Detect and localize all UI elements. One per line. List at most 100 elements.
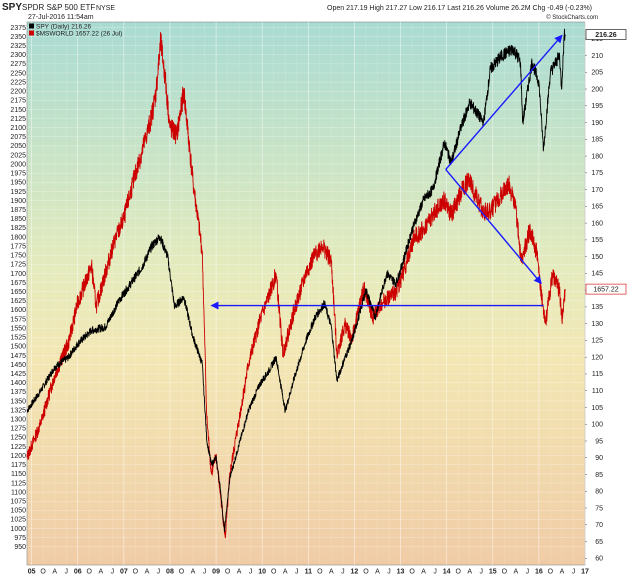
security-name: SPDR S&P 500 ETF [22, 3, 95, 12]
x-tick-label: J [479, 569, 483, 576]
x-tick-label: O [409, 569, 415, 576]
x-tick-label: J [433, 569, 437, 576]
left-tick-label: 1650 [10, 289, 26, 296]
x-tick-label: J [203, 569, 207, 576]
msworld-last-text: 1657.22 [593, 287, 618, 294]
left-tick-label: 1875 [10, 207, 26, 214]
x-tick-label: A [560, 569, 565, 576]
trend-arrow-2 [445, 34, 563, 170]
last-price-badge: 216.26 [585, 29, 627, 40]
x-tick-label: J [111, 569, 115, 576]
x-tick-label: 10 [258, 569, 266, 576]
plot-background [26, 21, 586, 566]
right-tick-label: 205 [591, 70, 603, 77]
legend-spy: SPY (Daily) 216.26 [36, 24, 92, 31]
x-tick-label: A [467, 569, 472, 576]
x-tick-label: O [87, 569, 93, 576]
left-tick-label: 2275 [10, 61, 26, 68]
right-tick-label: 85 [595, 472, 603, 479]
left-tick-label: 1700 [10, 271, 26, 278]
left-tick-label: 2100 [10, 125, 26, 132]
right-tick-label: 120 [591, 354, 603, 361]
left-tick-label: 1900 [10, 198, 26, 205]
trend-arrow-3 [445, 169, 542, 285]
x-tick-label: J [341, 569, 345, 576]
left-tick-label: 1950 [10, 180, 26, 187]
left-tick-label: 2225 [10, 79, 26, 86]
right-tick-label: 155 [591, 237, 603, 244]
x-tick-label: J [295, 569, 299, 576]
x-tick-label: O [317, 569, 323, 576]
left-tick-label: 2300 [10, 52, 26, 59]
left-tick-label: 1025 [10, 517, 26, 524]
x-axis: 05 O A J 06 O A J 07 O A J 08 O A J 09 O A J 10 O A J 11 O A J 12 O A J… [28, 569, 589, 576]
right-tick-label: 125 [591, 338, 603, 345]
x-tick-label: J [526, 569, 530, 576]
left-tick-label: 1275 [10, 426, 26, 433]
left-tick-label: 2000 [10, 161, 26, 168]
left-tick-label: 1625 [10, 298, 26, 305]
right-tick-label: 100 [591, 422, 603, 429]
stockcharts-watermark: © StockCharts.com [546, 14, 598, 21]
left-tick-label: 2250 [10, 70, 26, 77]
left-tick-label: 1075 [10, 499, 26, 506]
right-tick-label: 130 [591, 321, 603, 328]
legend-swatch-msworld [29, 30, 34, 36]
x-tick-label: 17 [581, 569, 589, 576]
x-tick-label: O [179, 569, 185, 576]
left-tick-label: 2025 [10, 152, 26, 159]
left-tick-label: 1775 [10, 243, 26, 250]
left-tick-label: 1425 [10, 371, 26, 378]
right-tick-label: 145 [591, 271, 603, 278]
x-tick-label: J [249, 569, 253, 576]
quote-summary: Open 217.19 High 217.27 Low 216.17 Last … [327, 5, 592, 12]
symbol-label: SPY [2, 2, 22, 13]
left-tick-label: 1475 [10, 353, 26, 360]
left-tick-label: 1350 [10, 398, 26, 405]
right-tick-label: 195 [591, 103, 603, 110]
x-tick-label: A [329, 569, 334, 576]
left-tick-label: 1750 [10, 253, 26, 260]
left-tick-label: 1675 [10, 280, 26, 287]
x-tick-label: J [572, 569, 576, 576]
x-tick-label: 16 [535, 569, 543, 576]
x-tick-label: 13 [397, 569, 405, 576]
left-tick-label: 2050 [10, 143, 26, 150]
left-tick-label: 1450 [10, 362, 26, 369]
x-tick-label: 07 [120, 569, 128, 576]
x-tick-label: O [363, 569, 369, 576]
x-tick-label: 14 [443, 569, 451, 576]
left-tick-label: 2075 [10, 134, 26, 141]
left-tick-label: 1200 [10, 453, 26, 460]
left-tick-label: 2200 [10, 89, 26, 96]
left-tick-label: 1000 [10, 526, 26, 533]
left-tick-label: 1175 [11, 462, 26, 469]
right-tick-label: 165 [591, 204, 603, 211]
x-tick-label: A [421, 569, 426, 576]
right-tick-label: 210 [591, 53, 603, 60]
left-tick-label: 2375 [10, 25, 26, 32]
left-tick-label: 1225 [10, 444, 26, 451]
right-tick-label: 75 [595, 505, 603, 512]
x-tick-label: O [502, 569, 508, 576]
left-tick-label: 1800 [10, 234, 26, 241]
x-tick-label: O [455, 569, 461, 576]
right-tick-label: 160 [591, 220, 603, 227]
msworld-last-badge: 1657.22 [585, 283, 627, 295]
x-tick-label: A [237, 569, 242, 576]
left-tick-label: 1375 [10, 389, 26, 396]
x-tick-label: J [387, 569, 391, 576]
x-tick-label: O [40, 569, 46, 576]
left-tick-label: 2350 [10, 34, 26, 41]
x-tick-label: A [98, 569, 103, 576]
chart-header: SPY SPDR S&P 500 ETF NYSE 27-Jul-2016 11… [2, 2, 598, 21]
x-tick-label: A [52, 569, 57, 576]
x-tick-label: A [145, 569, 150, 576]
series-spy-line [26, 28, 566, 532]
left-tick-label: 2125 [10, 116, 26, 123]
right-tick-label: 80 [595, 489, 603, 496]
right-tick-label: 175 [591, 170, 603, 177]
right-tick-label: 110 [592, 388, 603, 395]
x-tick-label: 08 [166, 569, 174, 576]
